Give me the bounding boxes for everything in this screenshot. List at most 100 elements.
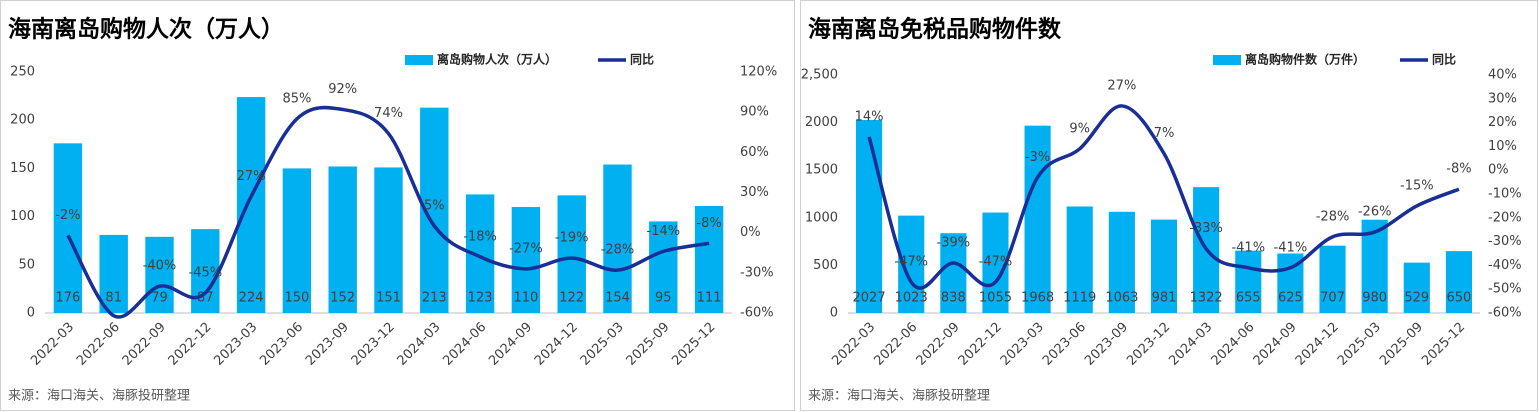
line-value-label: -8% [696, 216, 721, 231]
bar [940, 233, 967, 313]
y-tick-label: 2000 [805, 115, 838, 130]
y-tick-label: 250 [10, 65, 35, 80]
source: 来源：海口海关、海豚投研整理 [8, 388, 190, 404]
y2-tick-label: -40% [1488, 258, 1522, 273]
line-value-label: -14% [647, 224, 681, 239]
y-tick-label: 2,500 [801, 68, 838, 83]
bar [1108, 211, 1135, 313]
bar-value-label: 981 [1152, 291, 1177, 306]
y2-tick-label: 0% [1488, 163, 1509, 178]
bar-value-label: 980 [1362, 291, 1387, 306]
line-value-label: 27% [1107, 78, 1136, 93]
line-value-label: -15% [1400, 178, 1434, 193]
line [66, 105, 710, 319]
y2-tick-label: -30% [1488, 234, 1522, 249]
line-value-label: 14% [855, 109, 884, 124]
legend-label: 离岛购物人次（万人） [437, 52, 557, 67]
y-tick-label: 200 [10, 113, 35, 128]
line-value-label: 27% [237, 169, 266, 184]
bar-value-label: 707 [1320, 291, 1345, 306]
bar-value-label: 529 [1404, 291, 1429, 306]
bar-value-label: 110 [513, 291, 538, 306]
legend-label: 同比 [630, 52, 654, 67]
bar [557, 195, 586, 313]
bar-value-label: 1023 [895, 291, 928, 306]
bar [1445, 251, 1472, 313]
line [867, 104, 1460, 290]
y-tick-label: 1000 [805, 210, 838, 225]
line-value-label: 9% [1069, 121, 1090, 136]
y2-tick-label: 10% [1488, 139, 1517, 154]
chart-title: 海南离岛免税品购物件数 [808, 16, 1062, 43]
bar [856, 120, 883, 313]
legend-swatch [405, 55, 433, 65]
y2-tick-label: -60% [1488, 306, 1522, 321]
bar [649, 221, 678, 313]
bar-value-label: 1968 [1021, 291, 1054, 306]
bar-value-label: 152 [330, 291, 355, 306]
line-value-label: -39% [937, 236, 971, 251]
bar [99, 234, 128, 313]
bar [694, 205, 724, 313]
bar [1403, 262, 1430, 313]
bar [53, 143, 83, 313]
bar-value-label: 650 [1447, 291, 1472, 306]
bar-value-label: 151 [376, 291, 401, 306]
y2-tick-label: -30% [740, 265, 774, 280]
bar-value-label: 79 [151, 291, 168, 306]
line-value-label: -3% [1025, 150, 1050, 165]
bar [374, 167, 403, 313]
y2-tick-label: -60% [740, 306, 774, 321]
y2-tick-label: 40% [1488, 68, 1517, 83]
bar-value-label: 81 [105, 291, 122, 306]
y2-tick-label: 90% [740, 105, 769, 120]
bar [282, 168, 312, 313]
line-value-label: -40% [143, 259, 177, 274]
bar-value-label: 176 [55, 291, 80, 306]
bar [328, 166, 357, 313]
bar [1235, 250, 1262, 313]
y-tick-label: 500 [813, 258, 838, 273]
line-value-label: -27% [509, 241, 543, 256]
y2-tick-label: -20% [1488, 210, 1522, 225]
y2-tick-label: 20% [1488, 115, 1517, 130]
line-value-label: -41% [1274, 240, 1308, 255]
line-value-label: -19% [555, 231, 589, 246]
bar-value-label: 154 [605, 291, 630, 306]
y2-tick-label: -50% [1488, 282, 1522, 297]
line-value-label: -28% [601, 243, 635, 258]
legend-label: 离岛购物件数（万件） [1245, 52, 1365, 67]
bar-value-label: 95 [655, 291, 672, 306]
bar-value-label: 1055 [979, 291, 1012, 306]
line-value-label: -28% [1316, 209, 1350, 224]
bar [236, 97, 266, 314]
y-tick-label: 50 [18, 257, 35, 272]
legend-swatch [1213, 55, 1241, 65]
y2-tick-label: 30% [1488, 91, 1517, 106]
line-value-label: 85% [282, 91, 311, 106]
bar [1066, 206, 1093, 313]
y2-tick-label: 0% [740, 225, 761, 240]
line-value-label: -47% [979, 255, 1013, 270]
bar-value-label: 625 [1278, 291, 1303, 306]
bar-value-label: 1119 [1063, 291, 1096, 306]
bar [1319, 245, 1346, 313]
bar [511, 206, 541, 313]
bar-value-label: 655 [1236, 291, 1261, 306]
line-value-label: 92% [328, 82, 357, 97]
line-value-label: -2% [55, 208, 80, 223]
legend-label: 同比 [1432, 52, 1456, 67]
line-value-label: -8% [1446, 162, 1471, 177]
line-value-label: 7% [1154, 126, 1175, 141]
bar-value-label: 123 [468, 291, 493, 306]
y2-tick-label: -10% [1488, 187, 1522, 202]
chart-title: 海南离岛购物人次（万人） [8, 16, 284, 43]
y2-tick-label: 60% [740, 145, 769, 160]
bar-value-label: 2027 [853, 291, 886, 306]
line-value-label: -18% [463, 229, 497, 244]
bar [1150, 219, 1178, 313]
y2-tick-label: 120% [740, 65, 777, 80]
source: 来源：海口海关、海豚投研整理 [808, 388, 990, 404]
bar-value-label: 1063 [1105, 291, 1138, 306]
